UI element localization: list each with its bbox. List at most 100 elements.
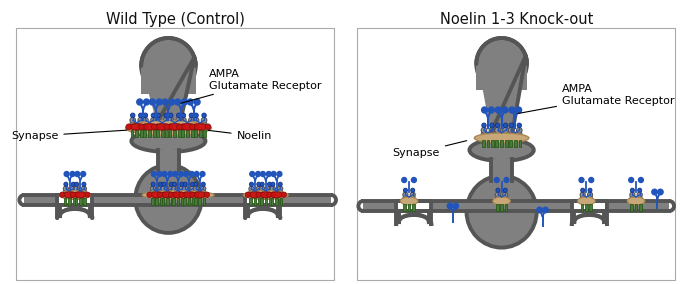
Ellipse shape	[134, 133, 203, 149]
Ellipse shape	[180, 124, 195, 130]
Bar	[155, 198, 158, 204]
Bar	[500, 140, 503, 147]
Circle shape	[503, 188, 507, 192]
Circle shape	[164, 113, 168, 118]
Ellipse shape	[181, 120, 186, 130]
Bar	[181, 130, 184, 137]
Ellipse shape	[150, 120, 156, 130]
Ellipse shape	[168, 120, 174, 130]
Circle shape	[271, 182, 275, 186]
Circle shape	[587, 192, 593, 197]
Ellipse shape	[267, 189, 272, 198]
Bar	[178, 130, 181, 137]
Circle shape	[176, 117, 181, 123]
Circle shape	[151, 124, 157, 130]
Circle shape	[74, 186, 79, 191]
Ellipse shape	[249, 189, 254, 198]
Circle shape	[200, 172, 205, 176]
Circle shape	[496, 188, 500, 192]
Circle shape	[278, 186, 283, 191]
Ellipse shape	[193, 124, 207, 130]
Circle shape	[588, 188, 592, 192]
Circle shape	[178, 172, 183, 176]
Circle shape	[496, 192, 500, 197]
Circle shape	[504, 178, 509, 183]
Circle shape	[658, 189, 663, 195]
Bar	[160, 130, 164, 137]
Text: AMPA
Glutamate Receptor: AMPA Glutamate Receptor	[518, 84, 675, 114]
Bar	[192, 198, 195, 204]
Ellipse shape	[256, 189, 261, 198]
Circle shape	[169, 186, 174, 191]
Circle shape	[638, 178, 643, 183]
Ellipse shape	[142, 191, 214, 199]
Bar	[68, 198, 71, 204]
Circle shape	[453, 203, 459, 209]
Ellipse shape	[270, 189, 276, 198]
Circle shape	[172, 182, 176, 186]
Ellipse shape	[400, 197, 418, 205]
Circle shape	[164, 124, 169, 130]
Bar	[165, 130, 168, 137]
Circle shape	[181, 99, 188, 105]
Circle shape	[183, 182, 188, 186]
Bar	[151, 198, 154, 204]
Circle shape	[403, 188, 407, 192]
Ellipse shape	[259, 192, 272, 198]
Circle shape	[158, 192, 162, 197]
Bar	[156, 130, 159, 137]
Circle shape	[136, 99, 143, 105]
Circle shape	[412, 178, 416, 183]
Bar	[148, 130, 151, 137]
Ellipse shape	[193, 189, 199, 198]
Circle shape	[267, 186, 272, 191]
Circle shape	[190, 172, 194, 176]
Circle shape	[250, 172, 255, 176]
Bar	[491, 140, 494, 147]
Circle shape	[75, 182, 78, 186]
Ellipse shape	[176, 120, 181, 130]
Bar	[249, 198, 252, 204]
Circle shape	[183, 186, 188, 191]
Bar	[486, 140, 489, 147]
Circle shape	[496, 123, 500, 128]
Ellipse shape	[244, 191, 288, 199]
Ellipse shape	[470, 139, 533, 161]
Bar	[482, 140, 484, 147]
Bar	[514, 140, 517, 147]
Bar	[75, 198, 77, 204]
Circle shape	[188, 99, 193, 105]
Circle shape	[180, 182, 184, 186]
Circle shape	[155, 124, 160, 130]
Ellipse shape	[578, 197, 595, 205]
Bar	[177, 198, 179, 204]
Bar	[174, 130, 176, 137]
Circle shape	[181, 113, 186, 118]
Bar	[64, 198, 66, 204]
Bar	[407, 204, 410, 210]
Bar	[183, 198, 186, 204]
Circle shape	[71, 192, 76, 197]
Bar	[159, 166, 178, 174]
Ellipse shape	[183, 189, 188, 198]
Bar	[639, 204, 642, 210]
Circle shape	[257, 182, 261, 186]
Circle shape	[130, 117, 136, 123]
Circle shape	[74, 192, 79, 197]
Circle shape	[260, 192, 265, 197]
Circle shape	[176, 124, 182, 130]
Text: Wild Type (Control): Wild Type (Control)	[106, 12, 245, 27]
Ellipse shape	[580, 195, 585, 204]
Circle shape	[489, 128, 495, 133]
Circle shape	[158, 186, 163, 191]
Bar	[198, 198, 201, 204]
Ellipse shape	[155, 124, 169, 130]
Ellipse shape	[402, 195, 408, 204]
Circle shape	[173, 172, 178, 176]
Ellipse shape	[141, 38, 196, 94]
Circle shape	[490, 123, 494, 128]
Circle shape	[447, 203, 453, 209]
Circle shape	[509, 123, 514, 128]
Circle shape	[181, 117, 186, 123]
Circle shape	[638, 188, 642, 192]
